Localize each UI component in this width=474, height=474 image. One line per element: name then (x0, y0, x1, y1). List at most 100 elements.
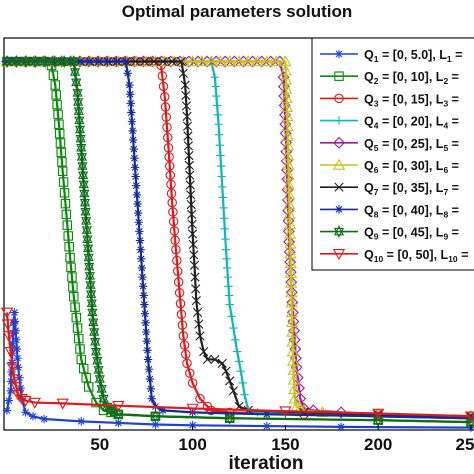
data-point (63, 231, 73, 241)
data-point (214, 120, 223, 129)
data-point (224, 291, 234, 300)
data-point (88, 318, 99, 329)
legend-entry: Q2 = [0, 10], L2 = (320, 70, 459, 86)
data-point (74, 113, 85, 125)
data-point (168, 216, 179, 227)
chart-title: Optimal parameters solution (122, 2, 353, 21)
data-point (260, 55, 273, 67)
data-point (184, 151, 194, 161)
data-point (223, 263, 232, 273)
data-point (199, 347, 209, 357)
data-point (73, 104, 84, 115)
data-point (62, 220, 73, 230)
data-point (71, 78, 82, 89)
legend-entry: Q3 = [0, 15], L3 = (320, 92, 459, 108)
data-point (66, 262, 76, 273)
data-point (88, 315, 99, 326)
data-point (83, 253, 94, 264)
data-point (238, 378, 247, 388)
data-point (179, 340, 190, 350)
data-point (16, 383, 25, 393)
data-point (174, 288, 185, 298)
data-point (373, 416, 384, 427)
legend-label: Q2 = [0, 10], L2 = (364, 70, 459, 86)
data-point (39, 414, 49, 424)
data-point (165, 170, 176, 180)
data-point (82, 232, 93, 243)
data-point (173, 266, 183, 276)
data-point (67, 272, 77, 282)
data-point (21, 57, 32, 68)
legend-marker (333, 136, 345, 149)
data-point (191, 296, 201, 306)
data-point (223, 272, 233, 282)
data-point (166, 188, 177, 199)
data-point (210, 354, 220, 365)
data-point (68, 57, 79, 68)
data-point (74, 123, 86, 134)
data-point (10, 382, 23, 394)
data-point (126, 99, 135, 108)
data-point (21, 408, 30, 417)
data-point (161, 112, 171, 122)
data-point (13, 363, 23, 372)
data-point (50, 80, 61, 90)
data-point (83, 382, 94, 392)
data-point (150, 409, 161, 421)
data-point (79, 189, 90, 200)
data-point (167, 197, 177, 208)
data-point (125, 89, 135, 99)
data-point (217, 358, 227, 368)
data-point (164, 161, 175, 171)
data-point (374, 412, 383, 421)
legend-label: Q8 = [0, 40], L8 = (364, 203, 459, 219)
data-point (69, 65, 81, 76)
data-point (86, 296, 97, 308)
data-point (228, 386, 239, 396)
legend-entry: Q8 = [0, 40], L8 = (320, 203, 459, 219)
legend-entry: Q9 = [0, 45], L9 = (320, 225, 459, 242)
data-point (144, 365, 154, 374)
data-point (195, 393, 205, 404)
data-point (134, 218, 143, 227)
data-point (98, 392, 109, 403)
x-tick-label: 200 (364, 435, 392, 454)
data-point (84, 269, 95, 280)
data-point (81, 217, 92, 228)
data-point (141, 318, 150, 328)
data-point (186, 200, 196, 210)
data-point (11, 55, 22, 66)
legend-label: Q10 = [0, 50], L10 = (364, 248, 468, 264)
data-point (182, 358, 192, 369)
data-point (89, 325, 100, 336)
data-point (75, 132, 86, 143)
data-point (182, 121, 193, 131)
data-point (84, 262, 95, 274)
data-point (183, 141, 194, 151)
data-point (68, 282, 78, 292)
legend: Q1 = [0, 5.0], L1 = Q2 = [0, 10], L2 = Q3 … (311, 37, 474, 271)
data-point (57, 157, 67, 167)
data-point (19, 395, 32, 407)
data-point (90, 347, 102, 359)
data-point (211, 82, 220, 91)
data-point (30, 57, 41, 68)
data-point (8, 339, 17, 348)
data-point (160, 102, 171, 112)
data-point (72, 323, 83, 333)
data-point (132, 190, 142, 199)
data-point (94, 372, 105, 383)
data-point (150, 412, 161, 423)
data-point (1, 319, 15, 331)
data-point (4, 396, 14, 405)
data-point (2, 406, 12, 415)
data-point (69, 68, 81, 79)
data-point (59, 188, 70, 198)
data-point (228, 55, 241, 68)
data-point (103, 57, 112, 66)
data-point (130, 154, 139, 163)
data-point (224, 282, 233, 291)
data-point (297, 402, 310, 415)
data-point (86, 290, 97, 301)
data-point (72, 89, 83, 100)
